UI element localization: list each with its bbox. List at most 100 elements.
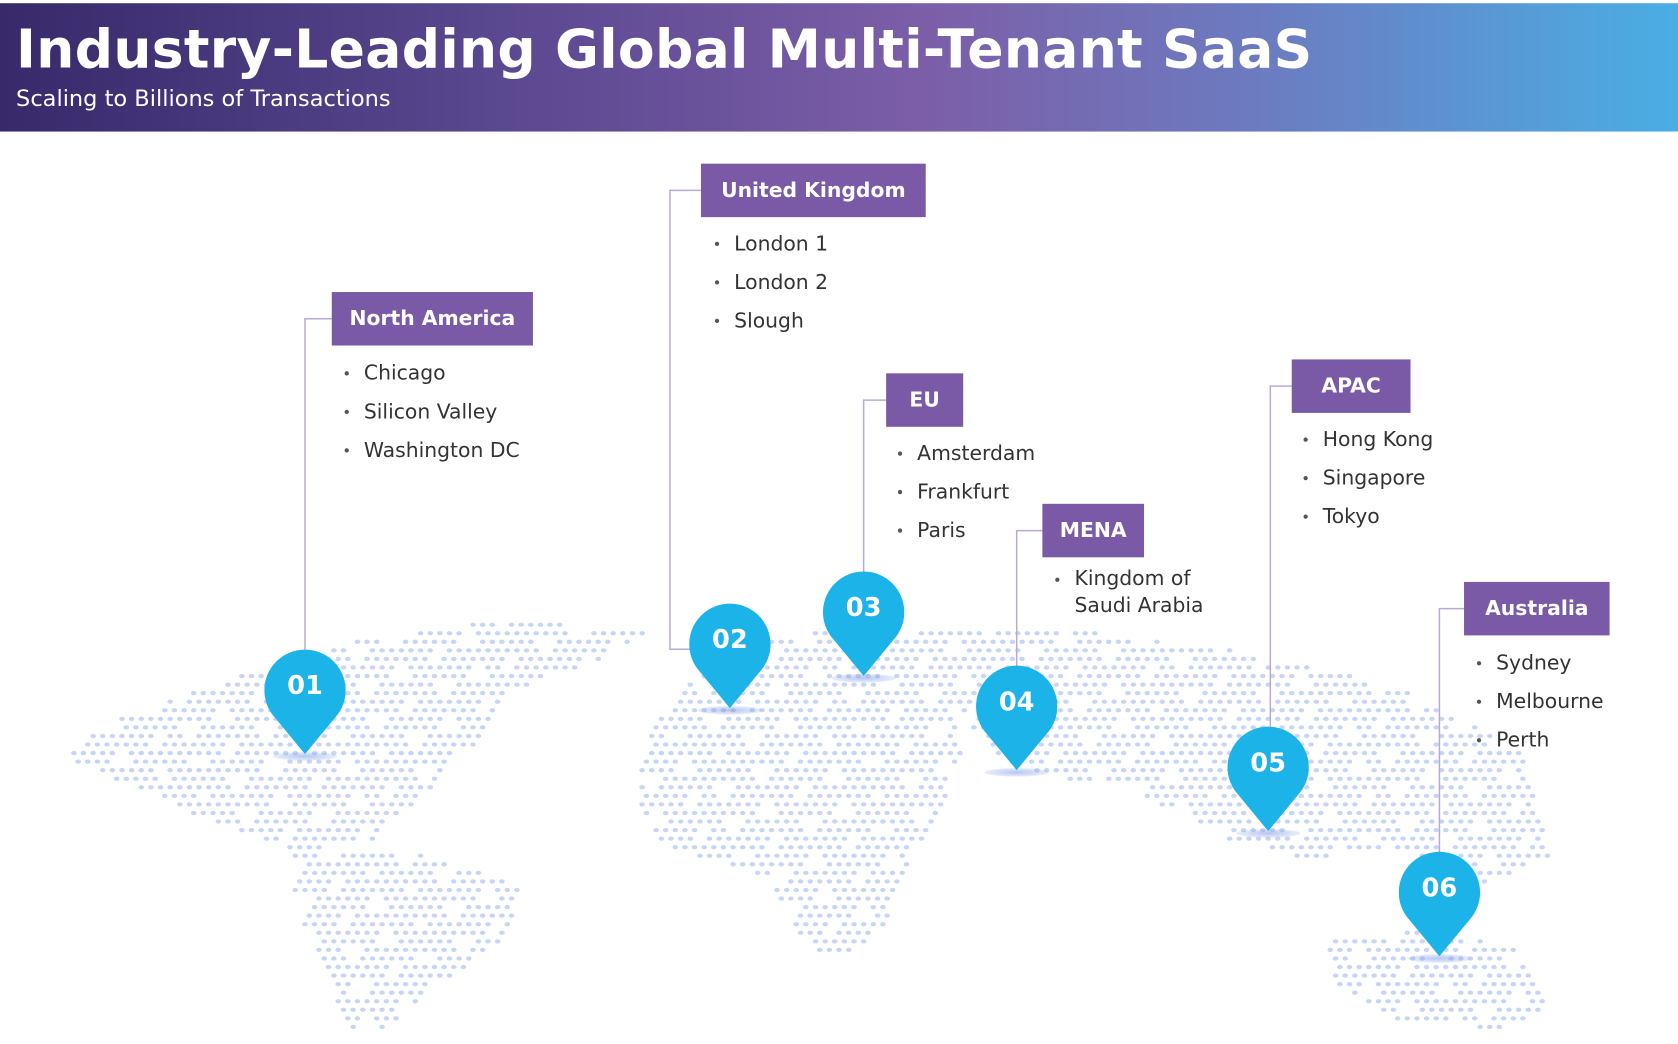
map-dot [1477, 870, 1483, 876]
map-dot [200, 708, 207, 713]
map-dot [889, 785, 896, 790]
map-dot [267, 810, 274, 816]
map-dot [1192, 742, 1199, 747]
map-dot [697, 750, 703, 756]
map-dot [1063, 716, 1069, 721]
map-dot [870, 836, 877, 841]
map-dot [1250, 708, 1256, 713]
map-dot [1260, 673, 1266, 679]
map-dot [788, 827, 794, 833]
map-dot [345, 673, 351, 679]
map-dot [1515, 973, 1522, 978]
map-dot [1332, 802, 1339, 807]
map-dot [1120, 699, 1127, 704]
map-dot [720, 845, 727, 850]
map-dot [441, 862, 447, 867]
map-dot [1134, 742, 1141, 747]
map-dot [865, 896, 871, 901]
map-dot [437, 887, 443, 893]
map-dot [812, 631, 819, 636]
map-dot [181, 759, 187, 764]
map-dot [456, 665, 462, 670]
map-dot [951, 656, 958, 662]
map-dot [1414, 964, 1420, 970]
map-dot [494, 631, 501, 636]
map-dot [1288, 810, 1295, 816]
map-dot [826, 810, 833, 816]
map-dot [311, 870, 318, 876]
map-dot [571, 648, 578, 653]
map-dot [831, 699, 838, 704]
map-dot [321, 802, 328, 807]
map-dot [816, 742, 823, 747]
map-dot [677, 699, 684, 704]
map-dot [508, 673, 515, 679]
map-dot [1014, 648, 1021, 653]
map-dot [922, 776, 929, 781]
map-dot [171, 776, 178, 781]
map-dot [768, 673, 775, 679]
region-title: Australia [1464, 581, 1610, 636]
map-dot [282, 733, 289, 739]
map-dot [1221, 725, 1228, 730]
map-dot [229, 759, 236, 764]
map-dot [543, 631, 549, 636]
map-dot [1458, 819, 1464, 824]
map-dot [1323, 802, 1329, 807]
map-dot [768, 742, 775, 747]
map-dot [788, 656, 794, 662]
map-dot [373, 1016, 380, 1021]
location-pin-icon[interactable]: 01 [264, 649, 346, 755]
map-dot [412, 759, 419, 764]
map-dot [205, 699, 212, 704]
map-dot [1414, 793, 1420, 798]
map-dot [1539, 845, 1545, 850]
map-dot [470, 725, 476, 730]
map-dot [1462, 827, 1468, 833]
map-dot [152, 725, 158, 730]
map-dot [1317, 708, 1324, 713]
location-pin-icon[interactable]: 06 [1398, 851, 1481, 957]
map-dot [1491, 776, 1497, 781]
map-dot [841, 733, 848, 739]
map-dot [364, 793, 370, 798]
map-dot [870, 887, 877, 893]
location-pin-icon[interactable]: 04 [976, 665, 1058, 771]
map-dot [942, 673, 948, 679]
map-dot [489, 639, 496, 644]
map-dot [1337, 981, 1343, 987]
map-dot [533, 631, 539, 636]
map-dot [1481, 810, 1488, 816]
map-dot [1423, 999, 1430, 1004]
map-dot [937, 682, 944, 687]
map-dot [739, 827, 746, 833]
map-dot [1394, 691, 1401, 696]
map-dot [1352, 716, 1358, 721]
map-dot [379, 956, 385, 961]
map-dot [1275, 836, 1281, 841]
location-pin-icon[interactable]: 02 [689, 603, 771, 709]
map-dot [1510, 981, 1517, 987]
map-dot [783, 819, 790, 824]
map-dot [1144, 725, 1151, 730]
map-dot [894, 827, 900, 833]
map-dot [287, 759, 293, 764]
map-dot [899, 870, 905, 876]
map-dot [239, 691, 245, 696]
map-dot [360, 733, 366, 739]
map-dot [1400, 802, 1406, 807]
map-dot [499, 896, 505, 901]
location-pin-icon[interactable]: 03 [822, 571, 905, 677]
map-dot [1429, 819, 1435, 824]
map-dot [1380, 819, 1387, 824]
map-dot [884, 656, 890, 662]
map-dot [408, 870, 414, 876]
location-pin-icon[interactable]: 05 [1227, 726, 1309, 832]
map-dot [383, 759, 390, 764]
map-dot [841, 785, 848, 790]
map-dot [932, 810, 939, 816]
map-dot [855, 793, 862, 798]
map-dot [928, 682, 934, 687]
map-dot [460, 930, 467, 935]
map-dot [263, 785, 270, 790]
